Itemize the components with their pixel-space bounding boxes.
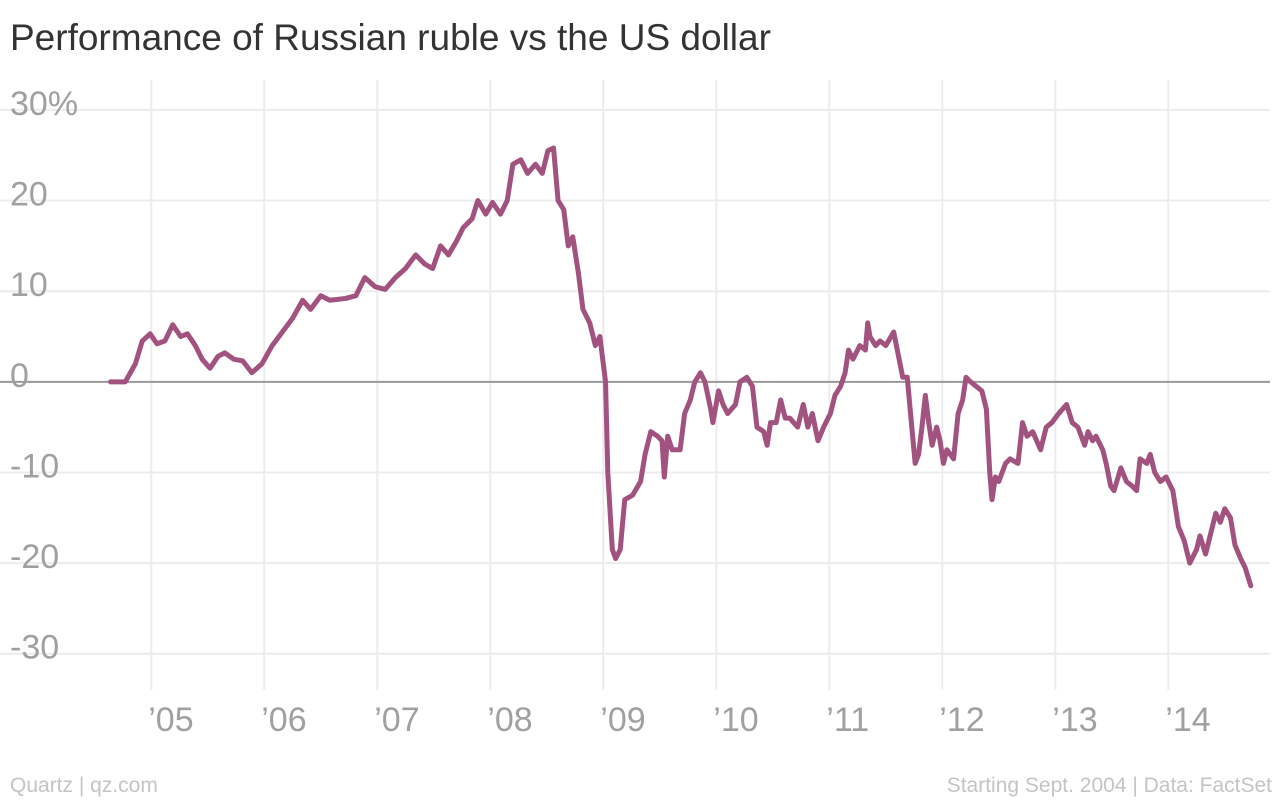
data-line [108, 145, 1254, 589]
x-tick-label: ’14 [1165, 701, 1210, 739]
x-tick-label: ’05 [148, 701, 193, 739]
x-tick-label: ’08 [487, 701, 532, 739]
y-tick-label: 20 [10, 176, 48, 214]
y-tick-label: -20 [10, 538, 59, 576]
x-tick-label: ’12 [939, 701, 984, 739]
y-tick-label: -10 [10, 447, 59, 485]
x-tick-label: ’13 [1052, 701, 1097, 739]
x-tick-label: ’09 [600, 701, 645, 739]
y-tick-label: 30% [10, 85, 78, 123]
x-tick-label: ’07 [374, 701, 419, 739]
source: Quartz | qz.com [10, 774, 158, 797]
y-tick-label: -30 [10, 629, 59, 667]
note: Starting Sept. 2004 | Data: FactSet [947, 774, 1272, 797]
x-tick-label: ’10 [713, 701, 758, 739]
chart-title: Performance of Russian ruble vs the US d… [10, 17, 771, 58]
y-tick-label: 10 [10, 266, 48, 304]
y-tick-label: 0 [10, 357, 29, 395]
x-tick-label: ’11 [826, 701, 869, 739]
x-tick-label: ’06 [261, 701, 306, 739]
